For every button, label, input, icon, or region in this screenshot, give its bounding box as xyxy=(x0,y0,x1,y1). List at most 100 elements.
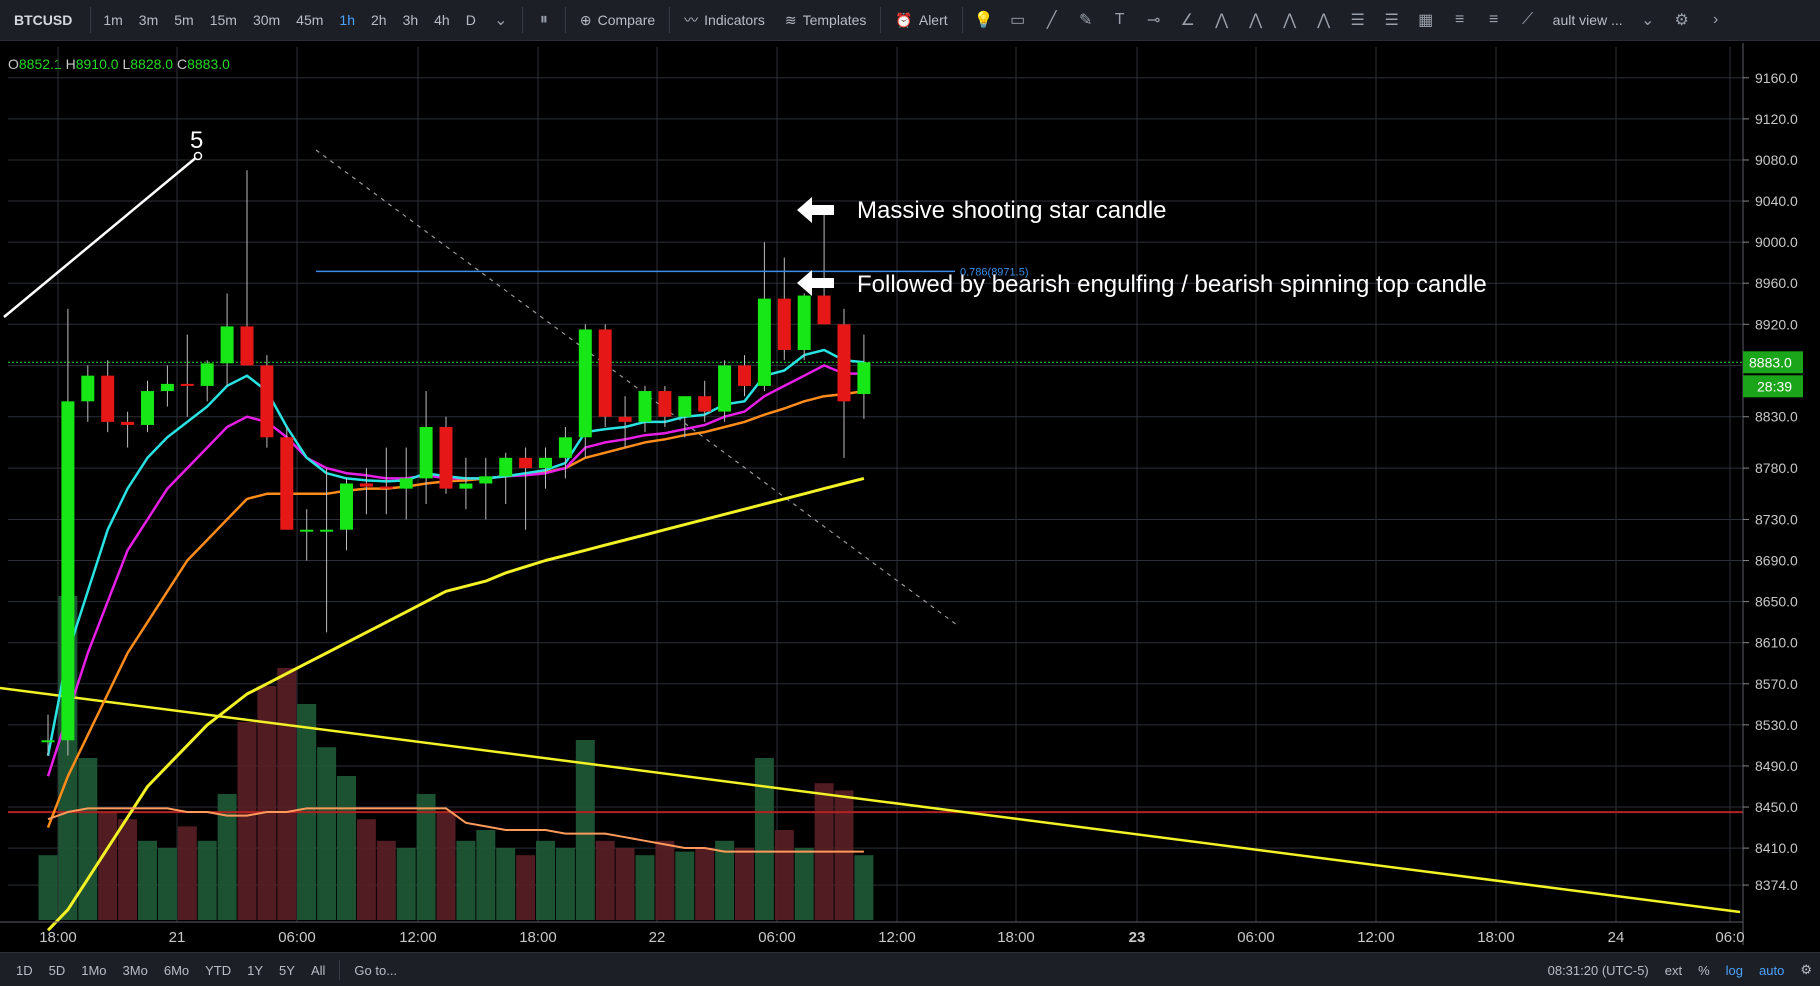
divider xyxy=(521,7,523,33)
chevron-right-icon[interactable]: › xyxy=(1713,11,1719,28)
candle-style-icon[interactable]: ⏸ xyxy=(539,11,548,28)
candle-body xyxy=(757,298,771,386)
volume-bar xyxy=(834,790,854,920)
price-tick-label: 9080.0 xyxy=(1755,152,1798,168)
price-tick-label: 8920.0 xyxy=(1755,316,1798,332)
chevron-down-icon[interactable]: ⌄ xyxy=(494,12,508,29)
interval-3h[interactable]: 3h xyxy=(402,12,419,28)
pattern-wxy-icon[interactable]: ⋀ xyxy=(1215,12,1229,29)
interval-30m[interactable]: 30m xyxy=(252,12,281,28)
gann-box-icon[interactable]: ▦ xyxy=(1418,12,1434,29)
rectangle-tool-icon[interactable]: ▭ xyxy=(1010,12,1026,29)
angle-tool-icon[interactable]: ∠ xyxy=(1180,12,1195,29)
range-3mo[interactable]: 3Mo xyxy=(122,962,148,978)
auto-toggle[interactable]: auto xyxy=(1759,962,1785,978)
interval-5m[interactable]: 5m xyxy=(174,12,194,28)
current-price-text: 8883.0 xyxy=(1749,354,1792,370)
time-tick-label: 18:00 xyxy=(39,929,77,945)
interval-3m[interactable]: 3m xyxy=(138,12,159,28)
divider xyxy=(564,7,566,33)
range-6mo[interactable]: 6Mo xyxy=(163,962,190,978)
volume-bar xyxy=(516,855,536,920)
interval-1h[interactable]: 1h xyxy=(339,12,355,28)
interval-15m[interactable]: 15m xyxy=(209,12,237,28)
indicators-button[interactable]: 〰 Indicators xyxy=(674,10,775,30)
volume-bar xyxy=(575,740,595,920)
elliott-wave-point[interactable] xyxy=(193,151,203,161)
clock-label[interactable]: 08:31:20 (UTC-5) xyxy=(1547,962,1649,978)
trendline-tool-icon[interactable]: ╱ xyxy=(1046,12,1057,29)
log-toggle[interactable]: log xyxy=(1725,962,1744,978)
elliott-abc-icon[interactable]: ⋀ xyxy=(1317,12,1331,29)
candle-body xyxy=(320,529,334,532)
pitchfork-icon[interactable]: ⟋ xyxy=(1522,11,1534,28)
candle-body xyxy=(817,295,831,325)
fib-fan-icon[interactable]: ≡ xyxy=(1454,11,1465,28)
range-1mo[interactable]: 1Mo xyxy=(81,962,107,978)
fib-retracement-icon[interactable]: ☰ xyxy=(1350,12,1365,29)
candles xyxy=(41,170,871,756)
range-ytd[interactable]: YTD xyxy=(205,962,232,978)
elliott-wave-line[interactable] xyxy=(3,155,199,318)
time-tick-label: 18:00 xyxy=(519,929,557,945)
interval-4h[interactable]: 4h xyxy=(434,12,450,28)
lightbulb-icon[interactable]: 💡 xyxy=(973,12,994,29)
open-value: 8852.1 xyxy=(18,56,62,72)
price-tick-label: 8450.0 xyxy=(1755,799,1798,815)
layout-name[interactable]: ault view ... xyxy=(1552,12,1623,28)
candle-body xyxy=(300,529,314,532)
templates-button[interactable]: ≋ Templates xyxy=(775,12,877,29)
interval-45m[interactable]: 45m xyxy=(296,12,324,28)
fib-extension-icon[interactable]: ☰ xyxy=(1384,12,1399,29)
range-all[interactable]: All xyxy=(310,962,326,978)
price-tick-label: 8374.0 xyxy=(1755,877,1798,893)
range-5d[interactable]: 5D xyxy=(48,962,66,978)
gear-icon[interactable]: ⚙ xyxy=(1800,962,1812,977)
interval-d[interactable]: D xyxy=(465,12,476,28)
gear-icon[interactable]: ⚙ xyxy=(1674,12,1689,29)
volume-bar xyxy=(237,722,257,920)
candle-body xyxy=(220,326,234,364)
time-tick-label: 22 xyxy=(649,929,666,945)
countdown-tag xyxy=(1743,375,1803,398)
interval-2h[interactable]: 2h xyxy=(370,12,387,28)
text-tool-icon[interactable]: T xyxy=(1114,11,1125,28)
range-1d[interactable]: 1D xyxy=(16,962,33,978)
compare-button[interactable]: ⊕ Compare xyxy=(570,12,665,29)
price-chart[interactable]: 5 0.786(8971.5) Massive shooting star ca… xyxy=(0,0,1820,945)
horizontal-line-icon[interactable]: ⊸ xyxy=(1146,12,1161,29)
candle-body xyxy=(280,437,294,530)
price-tick-label: 9040.0 xyxy=(1755,193,1798,209)
ohlc-legend: O8852.1 H8910.0 L8828.0 C8883.0 xyxy=(8,56,230,72)
candle-body xyxy=(81,375,95,402)
ma-long-line xyxy=(46,476,865,932)
range-5y[interactable]: 5Y xyxy=(279,962,295,978)
percent-toggle[interactable]: % xyxy=(1698,962,1710,978)
price-tick-label: 8830.0 xyxy=(1755,409,1798,425)
elliott-wave-icon[interactable]: ⋀ xyxy=(1283,12,1297,29)
ema-mid-line xyxy=(46,364,864,777)
symbol-label[interactable]: BTCUSD xyxy=(14,12,73,28)
price-tick-label: 8410.0 xyxy=(1755,840,1798,856)
volume-bar xyxy=(615,848,635,920)
dashed-trendline[interactable] xyxy=(315,149,958,626)
time-tick-label: 23 xyxy=(1129,929,1146,945)
ema-fast-line xyxy=(46,348,865,756)
brush-tool-icon[interactable]: ✎ xyxy=(1078,12,1093,29)
pattern-abcde-icon[interactable]: ⋀ xyxy=(1249,12,1263,29)
ext-toggle[interactable]: ext xyxy=(1664,962,1683,978)
candle-body xyxy=(479,476,493,484)
goto-button[interactable]: Go to... xyxy=(354,962,398,978)
chevron-down-icon[interactable]: ⌄ xyxy=(1640,12,1655,29)
price-tick-label: 8960.0 xyxy=(1755,275,1798,291)
alert-label: Alert xyxy=(918,12,948,28)
alert-button[interactable]: ⏰ Alert xyxy=(885,12,957,29)
candle-body xyxy=(200,363,214,386)
descending-trendline[interactable] xyxy=(0,686,1741,914)
candle-body xyxy=(340,483,353,530)
volume-bar xyxy=(396,848,416,920)
interval-1m[interactable]: 1m xyxy=(103,12,123,28)
price-tick-label: 8650.0 xyxy=(1755,594,1798,610)
fib-channel-icon[interactable]: ≡ xyxy=(1488,11,1499,28)
range-1y[interactable]: 1Y xyxy=(247,962,264,978)
